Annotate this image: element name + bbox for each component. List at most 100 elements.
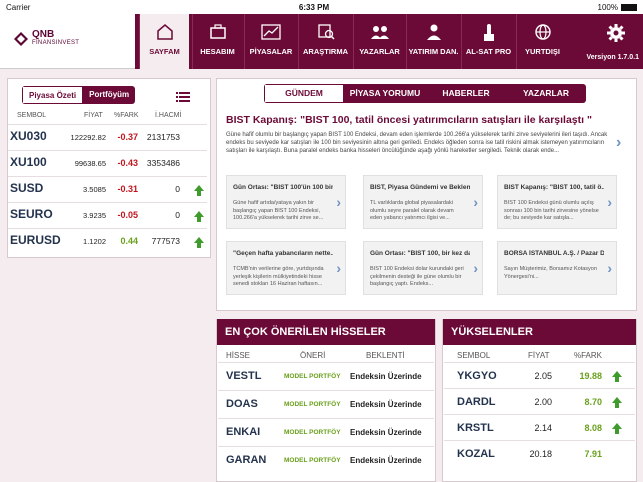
up-arrow-icon	[612, 397, 622, 409]
nav-arastirma[interactable]: ARAŞTIRMA	[298, 14, 352, 69]
col-hisse: HİSSE	[226, 351, 251, 360]
news-card-title: "Geçen hafta yabancıların nette...	[233, 250, 333, 257]
carrier-label: Carrier	[6, 2, 31, 12]
news-card[interactable]: Gün Ortası: "BIST 100'ün 100 bin... Güne …	[226, 175, 346, 229]
nav-al-sat-pro[interactable]: AL-SAT PRO	[461, 14, 515, 69]
news-card[interactable]: BORSA İSTANBUL A.Ş. / Pazar D... Sayın Mü…	[497, 241, 617, 295]
news-card-body: Sayın Müşterimiz, Borsamız Kotasyon Yöne…	[504, 266, 597, 280]
up-arrow-icon	[194, 185, 204, 197]
tab-haberler[interactable]: HABERLER	[442, 88, 490, 98]
symbol: EURUSD	[10, 233, 61, 247]
symbol: DARDL	[457, 396, 496, 408]
nav-yazarlar[interactable]: YAZARLAR	[353, 14, 405, 69]
news-card[interactable]: BIST Kapanış: "BIST 100, tatil ö... BIST …	[497, 175, 617, 229]
news-card[interactable]: "Geçen hafta yabancıların nette... TCMB'n…	[226, 241, 346, 295]
col-hacim: İ.HACMİ	[155, 112, 182, 119]
table-row[interactable]: GARAN MODEL PORTFÖY Endeksin Üzerinde	[218, 446, 434, 472]
chevron-right-icon: ›	[607, 260, 612, 276]
list-icon	[176, 92, 190, 102]
table-row[interactable]: KRSTL 2.14 8.08	[444, 414, 635, 440]
recommendation: MODEL PORTFÖY	[284, 429, 341, 436]
table-row[interactable]: ENKAI MODEL PORTFÖY Endeksin Üzerinde	[218, 418, 434, 444]
news-card-body: TCMB'nin verilerine göre, yurtdışında ye…	[233, 266, 324, 287]
price: 3.9235	[83, 211, 106, 220]
chevron-right-icon[interactable]: ›	[616, 134, 622, 151]
news-card-title: BORSA İSTANBUL A.Ş. / Pazar D...	[504, 250, 604, 257]
table-row[interactable]: KOZAL 20.18 7.91	[444, 440, 635, 466]
symbol: SEURO	[10, 207, 53, 221]
symbol: VESTL	[226, 370, 262, 382]
touch-icon	[483, 24, 494, 41]
col-oneri: ÖNERİ	[300, 351, 326, 360]
news-card[interactable]: BIST, Piyasa Gündemi ve Beklen... TL varl…	[363, 175, 483, 229]
table-row[interactable]: XU030 122292.82 -0.37 2131753	[8, 124, 207, 150]
nav-yurtdisi[interactable]: YURTDIŞI	[516, 14, 568, 69]
home-icon	[156, 24, 173, 40]
news-card-body: BIST 100 Endeksi günü olumlu açılış sonr…	[504, 200, 599, 221]
symbol: XU030	[10, 129, 47, 143]
volume: 777573	[151, 236, 180, 246]
table-row[interactable]: EURUSD 1.1202 0.44 777573	[8, 228, 207, 254]
price: 3.5085	[83, 185, 106, 194]
nav-label: HESABIM	[200, 47, 235, 56]
nav-sayfam[interactable]: SAYFAM	[139, 14, 189, 69]
recommendation: MODEL PORTFÖY	[284, 373, 341, 380]
up-arrow-icon	[612, 371, 622, 383]
list-menu-button[interactable]	[176, 89, 190, 102]
tab-gundem[interactable]: GÜNDEM	[264, 84, 344, 103]
table-row[interactable]: SEURO 3.9235 -0.05 0	[8, 202, 207, 228]
change: 0.44	[120, 236, 138, 246]
tab-piyasa-yorumu[interactable]: PİYASA YORUMU	[349, 88, 421, 98]
volume: 2131753	[146, 132, 180, 142]
nav-label: YATIRIM DAN.	[408, 47, 459, 56]
recommended-title: EN ÇOK ÖNERİLEN HİSSELER	[217, 319, 435, 345]
battery-icon	[621, 3, 637, 11]
price: 20.18	[529, 449, 552, 459]
col-fark: %FARK	[574, 351, 603, 360]
symbol: YKGYO	[457, 370, 497, 382]
price: 122292.82	[70, 133, 106, 142]
nav-label: YURTDIŞI	[524, 47, 560, 56]
news-card-title: BIST Kapanış: "BIST 100, tatil ö...	[504, 184, 604, 191]
nav-yatirim-dan[interactable]: YATIRIM DAN.	[406, 14, 460, 69]
change: -0.37	[117, 132, 138, 142]
nav-label: AL-SAT PRO	[465, 47, 512, 56]
nav-label: PİYASALAR	[249, 47, 293, 56]
expectation: Endeksin Üzerinde	[350, 456, 422, 465]
writers-icon	[370, 26, 389, 39]
col-sembol: SEMBOL	[17, 112, 47, 119]
brand-sub: FİNANSINVEST	[32, 40, 80, 46]
symbol: KRSTL	[457, 422, 494, 434]
news-headline[interactable]: BIST Kapanış: "BIST 100, tatil öncesi ya…	[226, 114, 592, 126]
risers-title: YÜKSELENLER	[443, 319, 636, 345]
news-card-body: Güne hafif artıda/yataya yakın bir başla…	[233, 200, 324, 221]
news-card[interactable]: Gün Ortası: "BIST 100, bir kez da... BIST…	[363, 241, 483, 295]
table-row[interactable]: YKGYO 2.05 19.88	[444, 362, 635, 388]
tab-portfoyum[interactable]: Portföyüm	[89, 90, 130, 99]
chevron-right-icon: ›	[607, 194, 612, 210]
settings-button[interactable]	[605, 22, 631, 48]
tab-piyasa-ozeti[interactable]: Piyasa Özeti	[22, 86, 84, 104]
nav-label: ARAŞTIRMA	[303, 47, 348, 56]
up-arrow-icon	[194, 237, 204, 249]
table-row[interactable]: XU100 99638.65 -0.43 3353486	[8, 150, 207, 176]
table-row[interactable]: DARDL 2.00 8.70	[444, 388, 635, 414]
news-card-body: TL varlıklarda global piyasalardaki olum…	[370, 200, 454, 221]
clock: 6:33 PM	[298, 2, 330, 12]
change: -0.05	[117, 210, 138, 220]
table-row[interactable]: SUSD 3.5085 -0.31 0	[8, 176, 207, 202]
table-row[interactable]: DOAS MODEL PORTFÖY Endeksin Üzerinde	[218, 390, 434, 416]
nav-hesabim[interactable]: HESABIM	[192, 14, 242, 69]
symbol: GARAN	[226, 454, 267, 466]
chevron-right-icon: ›	[473, 260, 478, 276]
change: 8.70	[584, 397, 602, 407]
advisor-icon	[426, 24, 441, 40]
table-row[interactable]: VESTL MODEL PORTFÖY Endeksin Üzerinde	[218, 362, 434, 388]
nav-label: YAZARLAR	[359, 47, 400, 56]
symbol: ENKAI	[226, 426, 261, 438]
price: 2.05	[534, 371, 552, 381]
chevron-right-icon: ›	[336, 194, 341, 210]
price: 1.1202	[83, 237, 106, 246]
nav-piyasalar[interactable]: PİYASALAR	[244, 14, 297, 69]
tab-yazarlar[interactable]: YAZARLAR	[523, 88, 569, 98]
